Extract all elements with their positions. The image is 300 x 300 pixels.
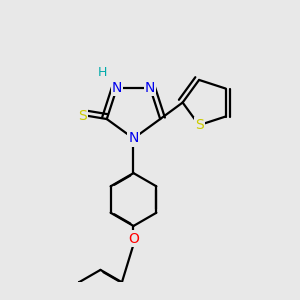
Text: S: S xyxy=(78,109,86,123)
Text: O: O xyxy=(128,232,139,245)
Text: N: N xyxy=(145,81,155,95)
Text: N: N xyxy=(128,131,139,146)
Text: N: N xyxy=(112,81,122,95)
Text: H: H xyxy=(98,66,107,79)
Text: S: S xyxy=(195,118,203,132)
